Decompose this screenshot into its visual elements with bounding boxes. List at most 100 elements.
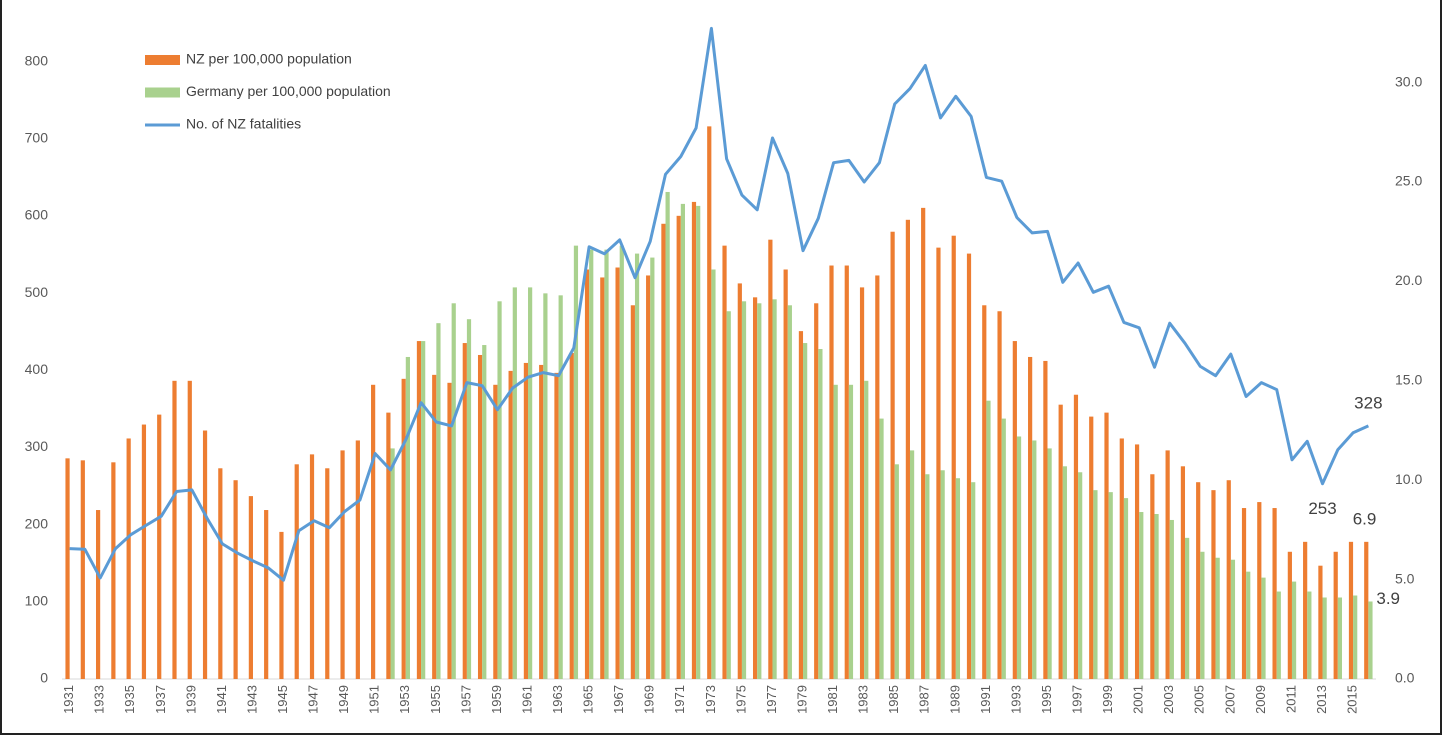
x-tick-label: 1943 (244, 685, 259, 714)
x-tick-label: 1981 (825, 685, 840, 714)
bar (707, 126, 712, 680)
bar (1364, 541, 1369, 679)
y2-tick-label: 30.0 (1395, 73, 1422, 89)
y2-tick-label: 15.0 (1395, 372, 1422, 388)
bar (982, 305, 987, 679)
bar (1180, 466, 1186, 679)
bar (1246, 571, 1251, 679)
y2-tick-label: 5.0 (1395, 570, 1415, 586)
bar (187, 380, 192, 679)
bar (1032, 440, 1037, 679)
bar (787, 305, 792, 679)
bar (1307, 591, 1312, 679)
x-tick-label: 1941 (214, 685, 229, 714)
bar (737, 283, 742, 679)
bar (421, 341, 426, 679)
bar (691, 201, 697, 679)
bar (905, 219, 910, 680)
bar (405, 356, 410, 679)
bar (462, 343, 467, 679)
bar (680, 203, 686, 679)
x-tick-label: 1933 (92, 685, 107, 714)
bar (803, 343, 808, 679)
x-tick-label: 1985 (886, 685, 901, 714)
bar (909, 450, 915, 679)
x-tick-label: 1973 (703, 685, 718, 714)
bar (726, 311, 731, 679)
x-tick-label: 2003 (1161, 685, 1176, 714)
y-tick-label: 500 (25, 284, 49, 300)
bar (432, 374, 437, 679)
y2-tick-label: 20.0 (1395, 272, 1422, 288)
legend-swatch (145, 55, 180, 65)
bar (294, 464, 299, 679)
bar (589, 249, 594, 680)
bar (1226, 480, 1231, 679)
bar (1276, 591, 1281, 679)
bar (650, 257, 655, 679)
bar (1291, 581, 1297, 679)
y-tick-label: 400 (25, 361, 49, 377)
bar (711, 269, 716, 679)
bar (528, 287, 533, 679)
bar (1001, 418, 1006, 679)
bar (925, 474, 930, 679)
bar (615, 267, 620, 679)
bar (390, 448, 395, 679)
bar (584, 269, 590, 679)
bar (248, 496, 253, 679)
x-tick-label: 1977 (764, 685, 779, 714)
x-tick-label: 1931 (61, 685, 76, 714)
bar (1078, 472, 1083, 679)
x-tick-label: 1957 (458, 685, 473, 714)
data-label: 253 (1308, 499, 1336, 518)
bar (1012, 341, 1017, 679)
y-tick-label: 100 (25, 593, 49, 609)
bar (783, 269, 788, 679)
x-tick-label: 1961 (519, 685, 534, 714)
bar (1104, 412, 1109, 679)
data-label: 6.9 (1353, 509, 1377, 528)
bar (1353, 595, 1358, 679)
legend-swatch (145, 87, 180, 98)
y-tick-label: 800 (25, 52, 49, 68)
bar (1089, 416, 1094, 679)
bar (172, 380, 177, 679)
line (69, 26, 1370, 582)
bar (630, 305, 635, 679)
y-tick-label: 300 (25, 438, 49, 454)
x-tick-label: 1975 (733, 685, 748, 714)
bar (997, 311, 1002, 679)
bar (1016, 436, 1022, 679)
x-tick-label: 1999 (1100, 685, 1115, 714)
bar (814, 303, 819, 679)
bar (768, 239, 773, 680)
bar (1028, 356, 1033, 679)
bar (955, 478, 961, 679)
bar (279, 531, 284, 679)
bar (416, 341, 422, 679)
bar (1333, 551, 1338, 679)
bar (829, 265, 834, 679)
bar (1303, 541, 1308, 679)
bar (233, 480, 238, 679)
bar (986, 400, 991, 679)
bar (859, 287, 865, 679)
bar (1169, 519, 1174, 679)
bar (661, 223, 666, 679)
bar (848, 384, 854, 679)
x-tick-label: 1995 (1039, 685, 1054, 714)
bar (1150, 474, 1155, 679)
x-tick-label: 2001 (1131, 685, 1146, 714)
bar (1119, 438, 1124, 679)
bar (1185, 537, 1190, 679)
x-tick-label: 1967 (611, 685, 626, 714)
bar (65, 458, 70, 679)
bar (1200, 551, 1205, 679)
bar (921, 207, 926, 679)
x-tick-label: 1939 (183, 685, 198, 714)
bar (752, 297, 758, 679)
y-tick-label: 700 (25, 129, 49, 145)
data-label: 328 (1354, 393, 1382, 412)
